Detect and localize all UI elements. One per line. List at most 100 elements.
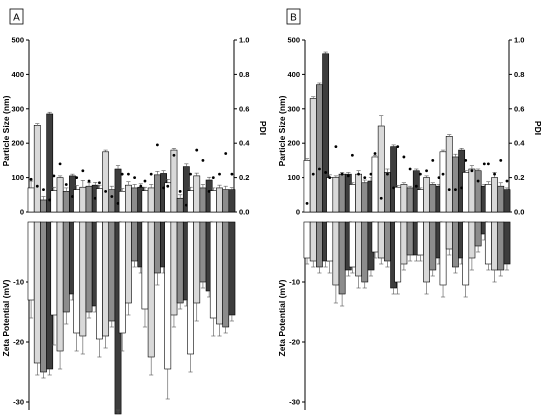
pdi-point [318,167,321,171]
pdi-point [155,143,159,147]
zeta-bar [176,221,184,304]
zeta-bar [338,221,346,295]
pdi-point [505,179,509,183]
pdi-point [116,202,120,205]
zeta-bar [170,221,178,316]
zeta-bar [423,221,430,283]
size-tick-label: 200 [11,139,24,148]
panel-label-box [9,8,24,25]
pdi-point [87,179,91,183]
size-bar [216,187,223,213]
zeta-bar [491,221,498,271]
size-bar [332,177,340,213]
pdi-point [464,159,468,162]
size-bar [56,177,64,213]
zeta-bar [468,221,476,259]
size-axis-title: Particle Size (nm) [1,95,11,166]
zeta-bar [50,221,58,316]
size-bar [484,184,492,213]
pdi-tick-label: 0.2 [239,173,249,182]
size-bar [131,187,138,213]
pdi-point [499,159,503,162]
size-tick-label: 0 [20,208,24,217]
zeta-tick-label: -30 [13,398,24,407]
pdi-point [143,179,147,183]
zeta-bar [445,221,453,250]
size-axis-title: Particle Size (nm) [277,95,287,166]
zeta-bar [484,221,492,265]
size-bar [497,185,505,213]
zeta-bar [62,221,70,313]
pdi-tick-label: 0.6 [514,104,524,113]
pdi-tick-label: 0.8 [239,70,249,79]
zeta-bar [406,221,414,256]
size-bar [62,191,70,213]
size-bar [355,173,362,213]
size-bar [491,177,498,213]
size-bar [118,191,126,213]
pdi-point [386,172,389,176]
pdi-point [93,196,97,200]
size-tick-label: 100 [287,173,300,182]
pdi-point [357,172,360,176]
pdi-point [447,188,451,192]
pdi-tick-label: 0.4 [239,139,250,148]
size-bar [228,189,236,213]
zeta-bar [209,221,217,319]
zeta-tick-label: -10 [13,278,24,287]
zeta-bar [429,221,437,271]
size-bar [503,189,511,213]
zeta-bar [222,221,230,328]
pdi-tick-label: 0.2 [514,173,524,182]
size-bar [222,189,230,213]
zeta-bar [27,221,35,301]
size-bar [474,170,482,213]
size-bar [394,186,402,213]
pdi-point [418,172,422,176]
zeta-bar [40,221,47,373]
pdi-point [71,195,74,198]
zeta-bar [118,221,126,334]
size-bar [187,190,194,213]
pdi-point [81,169,85,173]
pdi-point [189,172,192,176]
zeta-bar [316,221,323,268]
pdi-tick-label: 0.0 [239,208,249,217]
size-bar [176,197,184,213]
size-bar [371,156,379,213]
size-bar [199,187,207,213]
pdi-point [224,152,228,155]
pdi-point [346,174,350,178]
zeta-bar [503,221,511,265]
zeta-bar [153,221,161,274]
pdi-axis-title: PDI [258,121,268,135]
panel-label-text: A [13,13,20,24]
pdi-tick-label: 0.6 [239,104,249,113]
pdi-point [311,172,315,176]
zeta-bar [228,221,236,316]
panel-b: B 0 100 200 300 400 500 Particle Size (nm) 0.0 0.… [277,8,543,410]
pdi-point [340,172,344,176]
zeta-bar [147,221,155,358]
size-bar [102,151,110,213]
size-bar [326,177,334,213]
pdi-point [305,202,309,205]
panel-label-box [286,8,301,25]
zeta-axis-title: Zeta Potential (mV) [1,279,11,356]
pdi-point [58,162,62,166]
size-tick-label: 0 [296,208,300,217]
pdi-point [441,172,445,176]
size-bar [85,185,93,213]
zeta-bar [361,221,369,283]
pdi-point [52,174,56,178]
size-bar [309,98,317,213]
zeta-bar [141,221,149,310]
size-tick-label: 100 [11,173,24,182]
pdi-point [139,184,143,188]
zeta-bar [348,221,356,268]
pdi-point [408,167,412,171]
pdi-point [486,162,490,166]
panel-a: A 0 100 200 300 400 500 Particle Size (nm) 0.0 0.… [1,8,268,415]
pdi-point [402,155,406,159]
size-bar [468,168,476,213]
